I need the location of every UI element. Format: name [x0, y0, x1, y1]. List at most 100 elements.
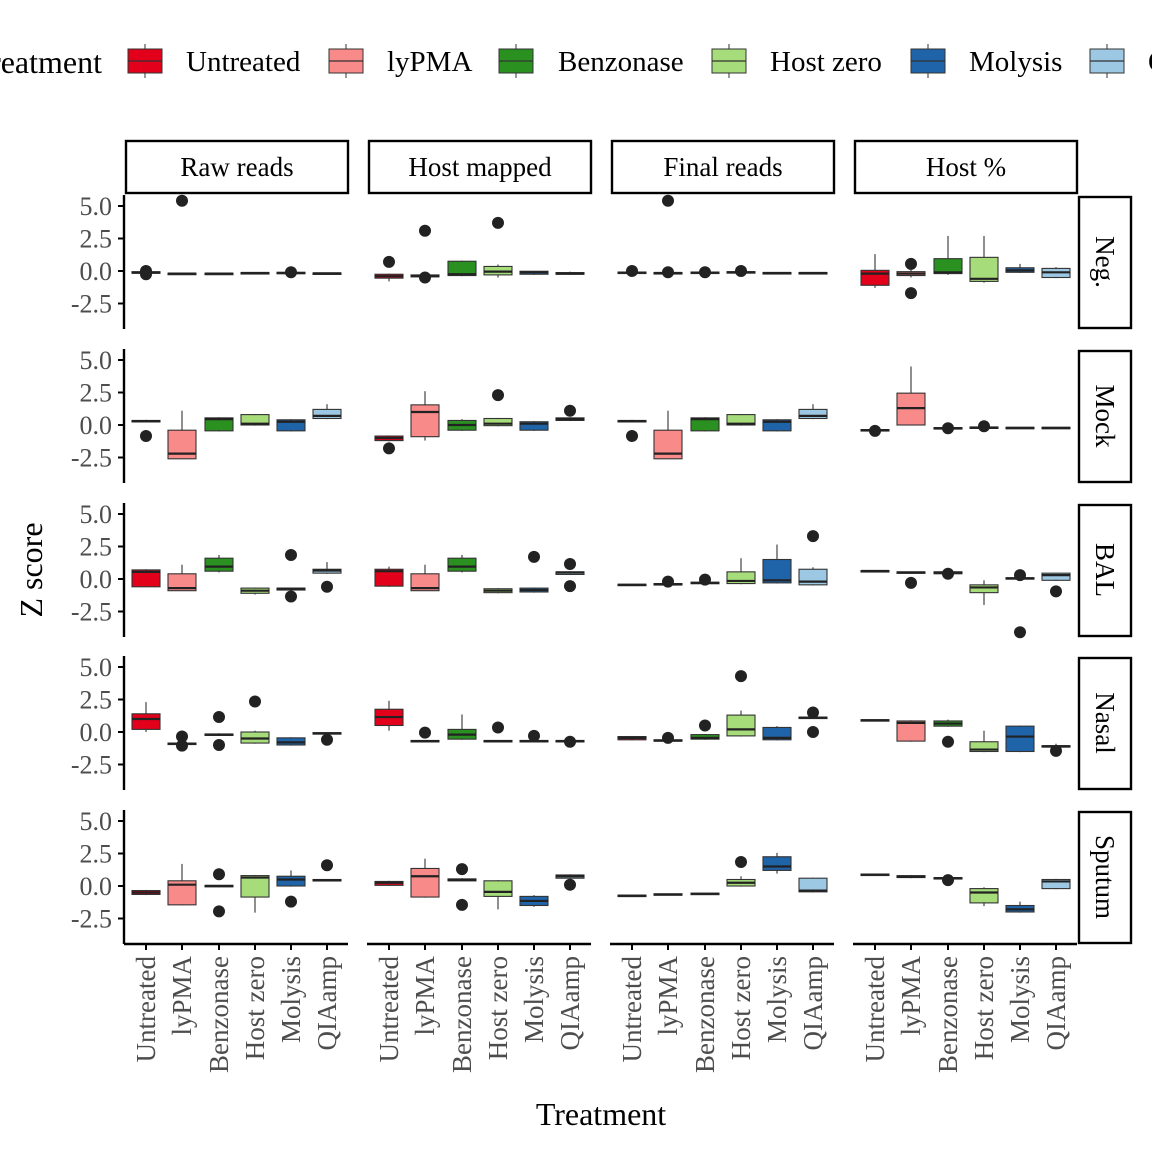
x-tick-label: QIAamp: [1041, 956, 1071, 1050]
box-host-zero: [483, 721, 513, 743]
x-tick-label: lyPMA: [653, 956, 683, 1036]
box-lypma: [653, 893, 683, 896]
outlier-point: [1014, 626, 1026, 639]
box-molysis: [1005, 426, 1035, 430]
box-lypma: [410, 391, 440, 441]
x-tick-label: Untreated: [860, 956, 890, 1063]
box-host-zero: [969, 420, 999, 433]
box-molysis: [762, 271, 792, 275]
box-host-zero: [969, 887, 999, 907]
x-tick-label: Benzonase: [933, 956, 963, 1073]
box-qiaamp: [555, 558, 585, 593]
legend-label: Host zero: [770, 46, 882, 78]
outlier-point: [492, 389, 504, 402]
box-host-zero: [726, 265, 756, 277]
box-iqr: [240, 414, 270, 426]
box-lypma: [167, 410, 197, 460]
facet-strip-sputum: Sputum: [1077, 810, 1133, 945]
y-tick-label: -2.5: [71, 905, 112, 934]
box-iqr: [762, 726, 792, 741]
box-molysis: [1005, 569, 1035, 639]
box-host-zero: [240, 587, 270, 595]
box-molysis: [519, 421, 549, 431]
y-tick-label: -2.5: [71, 444, 112, 473]
strip-box: [610, 139, 836, 195]
strip-label: Host %: [926, 152, 1006, 182]
box-untreated: [374, 880, 404, 886]
outlier-point: [213, 868, 225, 881]
outlier-point: [249, 695, 261, 708]
box-untreated: [374, 700, 404, 731]
legend: Treatment Untreated lyPMA Benzonase Host zer…: [0, 44, 1152, 80]
outlier-point: [528, 550, 540, 563]
box-host-zero: [726, 855, 756, 887]
box-iqr: [204, 557, 234, 572]
outlier-point: [905, 576, 917, 589]
panel-sputum-host-: [860, 873, 1071, 913]
box-iqr: [131, 713, 161, 730]
panel-sputum-final-reads: [617, 852, 828, 898]
box-iqr: [276, 875, 306, 887]
box-molysis: [762, 726, 792, 741]
box-iqr: [276, 419, 306, 432]
y-axis: 5.0 2.5 0.0 -2.5: [71, 500, 126, 637]
legend-label: lyPMA: [387, 46, 472, 78]
box-iqr: [204, 417, 234, 432]
box-lypma: [167, 194, 197, 276]
outlier-point: [807, 726, 819, 738]
box-untreated: [131, 265, 161, 281]
panel-sputum-host-mapped: [374, 858, 585, 911]
box-benzonase: [690, 266, 720, 279]
outlier-point: [735, 265, 747, 277]
box-benzonase: [204, 868, 234, 918]
facet-strip-host-mapped: Host mapped: [367, 139, 593, 195]
strip-label: Neg.: [1090, 236, 1120, 288]
outlier-point: [699, 266, 711, 279]
box-untreated: [374, 255, 404, 282]
box-benzonase: [447, 714, 477, 740]
box-benzonase: [204, 711, 234, 751]
outlier-point: [905, 287, 917, 300]
box-qiaamp: [1041, 267, 1071, 279]
box-host-zero: [726, 413, 756, 426]
box-benzonase: [204, 417, 234, 432]
legend-item-untreated: Untreated: [127, 44, 301, 78]
outlier-point: [456, 898, 468, 911]
box-lypma: [896, 366, 926, 426]
box-iqr: [798, 877, 828, 893]
x-tick-label: QIAamp: [798, 956, 828, 1050]
panel-mock-raw-reads: [131, 404, 342, 460]
box-molysis: [762, 544, 792, 584]
box-qiaamp: [1041, 572, 1071, 598]
box-molysis: [276, 266, 306, 279]
box-molysis: [519, 270, 549, 275]
box-iqr: [1041, 878, 1071, 890]
box-iqr: [726, 414, 756, 426]
box-host-zero: [240, 271, 270, 275]
strip-box: [1077, 656, 1133, 791]
strip-box: [1077, 195, 1133, 330]
legend-label: Molysis: [969, 46, 1062, 78]
x-axis: Untreated lyPMA Benzonase Host zero Molysis Q…: [853, 942, 1077, 1073]
box-iqr: [447, 260, 477, 277]
box-iqr: [969, 256, 999, 282]
outlier-point: [626, 265, 638, 277]
box-iqr: [410, 867, 440, 898]
facet-strip-raw-reads: Raw reads: [124, 139, 350, 195]
box-lypma: [653, 410, 683, 460]
y-tick-label: 2.5: [80, 686, 113, 715]
legend-item-host-zero: Host zero: [711, 44, 882, 78]
strip-label: Sputum: [1090, 835, 1120, 919]
facet-strip-nasal: Nasal: [1077, 656, 1133, 791]
box-qiaamp: [798, 271, 828, 275]
outlier-point: [564, 558, 576, 571]
facet-strip-host-: Host %: [853, 139, 1079, 195]
box-molysis: [1005, 901, 1035, 913]
panel-bal-final-reads: [617, 530, 828, 588]
outlier-point: [419, 224, 431, 237]
box-host-zero: [969, 580, 999, 605]
strip-label: Nasal: [1090, 692, 1120, 753]
box-lypma: [653, 194, 683, 279]
outlier-point: [1050, 585, 1062, 598]
box-iqr: [690, 417, 720, 432]
